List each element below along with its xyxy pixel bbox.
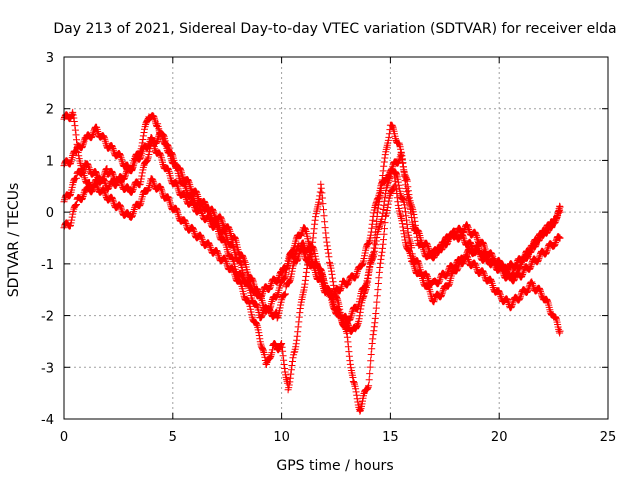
x-tick-label: 5 [169,430,177,445]
plus-markers [60,134,564,337]
y-axis-label: SDTVAR / TECUs [6,183,22,298]
y-tick-label: -1 [41,258,54,273]
grid-lines [64,57,608,419]
plus-markers [60,174,564,415]
y-tick-label: -4 [41,413,54,428]
series-track-1 [60,112,564,335]
plus-markers [60,108,564,324]
plot-frame [63,56,609,420]
x-tick-label: 25 [600,430,617,445]
axis-ticks: 0 5 10 15 20 25 -4 -3 -2 -1 0 1 2 3 [41,51,616,445]
series-track-2 [60,134,564,337]
x-axis-label: GPS time / hours [276,458,393,474]
y-tick-label: 0 [46,206,54,221]
x-tick-label: 0 [60,430,68,445]
y-tick-label: 2 [46,103,54,118]
x-tick-label: 15 [382,430,399,445]
y-tick-label: 1 [46,154,54,169]
series-track-4 [60,108,564,324]
plus-markers [60,112,564,335]
data-points [60,108,564,415]
y-tick-label: 3 [46,51,54,66]
y-tick-label: -2 [41,310,54,325]
y-tick-label: -3 [41,361,54,376]
series-track-3 [60,174,564,415]
x-tick-label: 20 [491,430,508,445]
x-tick-label: 10 [273,430,290,445]
chart-title: Day 213 of 2021, Sidereal Day-to-day VTE… [53,21,616,37]
